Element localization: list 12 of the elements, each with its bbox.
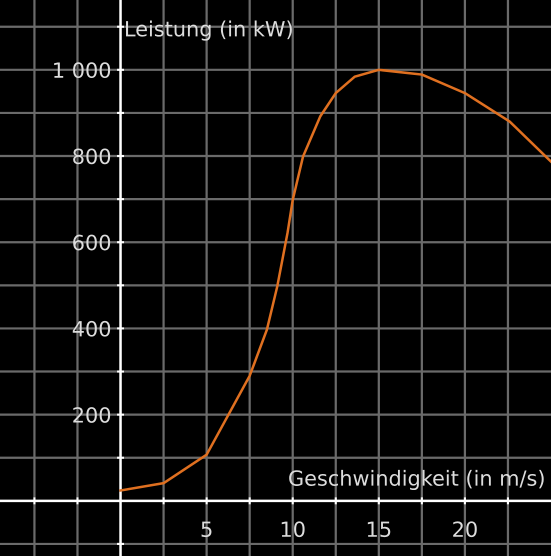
y-tick-label: 200 [73, 407, 110, 423]
x-tick-label: 5 [202, 522, 212, 538]
x-tick-label: 20 [453, 521, 477, 538]
y-tick-label: 600 [73, 234, 110, 250]
y-tick-label: 1 000 [54, 62, 110, 78]
x-axis-title: Geschwindigkeit (in m/s) [289, 470, 544, 490]
y-tick-label: 800 [73, 148, 110, 164]
y-axis-title: Leistung (in kW) [126, 20, 292, 41]
line-series [119, 68, 551, 492]
x-tick-label: 10 [282, 521, 305, 538]
y-tick-label: 400 [72, 320, 110, 337]
x-tick-label: 15 [368, 522, 390, 538]
